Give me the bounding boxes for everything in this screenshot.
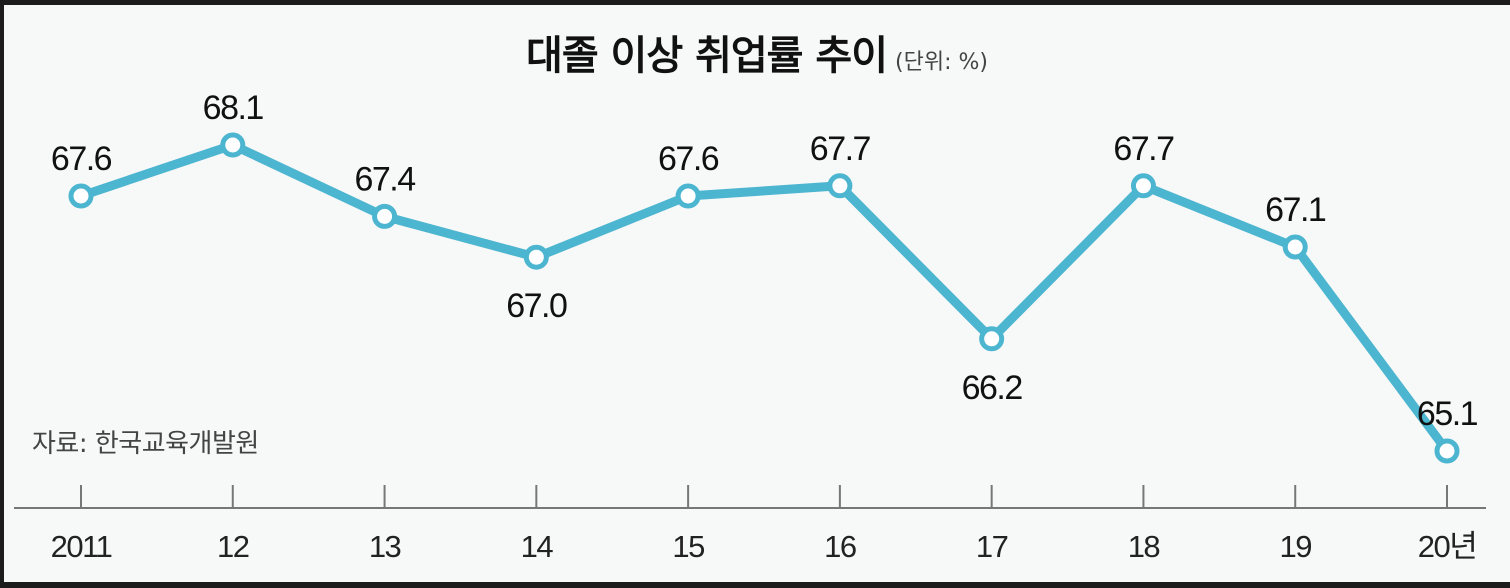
chart-frame: 대졸 이상 취업률 추이 (단위: %) 자료: 한국교육개발원 [4, 5, 1510, 582]
data-value-label: 67.6 [658, 140, 719, 178]
data-markers [68, 132, 1460, 464]
data-point-marker [523, 244, 549, 270]
data-value-label: 67.0 [506, 287, 567, 325]
data-point-marker [675, 183, 701, 209]
x-axis [14, 485, 1486, 509]
x-tick-label: 12 [217, 529, 249, 564]
data-point-marker [827, 173, 853, 199]
data-value-label: 67.7 [1113, 130, 1174, 168]
data-value-label: 67.1 [1265, 191, 1326, 229]
source-note: 자료: 한국교육개발원 [32, 429, 259, 459]
chart-header: 대졸 이상 취업률 추이 (단위: %) [4, 23, 1510, 81]
data-value-label: 67.6 [51, 140, 112, 178]
data-value-label: 65.1 [1417, 395, 1478, 433]
x-tick-label: 19 [1279, 529, 1311, 564]
x-tick-label: 15 [672, 529, 704, 564]
x-tick-label: 2011 [51, 529, 112, 564]
x-tick-label: 17 [976, 529, 1008, 564]
data-point-marker [979, 326, 1005, 352]
unit-label: (단위: %) [895, 50, 988, 75]
chart-title: 대졸 이상 취업률 추이 [526, 33, 888, 79]
x-tick-labels: 2011 12 13 14 15 16 17 18 19 20년 [51, 529, 1478, 564]
data-value-label: 67.4 [354, 160, 415, 198]
data-point-marker [68, 183, 94, 209]
x-tick-label: 20년 [1418, 529, 1477, 564]
x-tick-label: 18 [1128, 529, 1160, 564]
x-tick-label: 16 [824, 529, 856, 564]
data-value-label: 67.7 [810, 130, 871, 168]
series-line [76, 140, 1452, 456]
data-point-marker [1130, 173, 1156, 199]
data-point-marker [220, 132, 246, 158]
data-point-marker [1282, 234, 1308, 260]
data-value-label: 68.1 [203, 89, 264, 127]
data-value-label: 66.2 [962, 369, 1023, 407]
x-tick-label: 14 [521, 529, 554, 564]
data-point-marker [372, 203, 398, 229]
data-point-marker [1434, 438, 1460, 464]
x-tick-label: 13 [369, 529, 401, 564]
data-labels: 67.6 68.1 67.4 67.0 67.6 67.7 66.2 67.7 67.1 65.1 [51, 89, 1479, 433]
